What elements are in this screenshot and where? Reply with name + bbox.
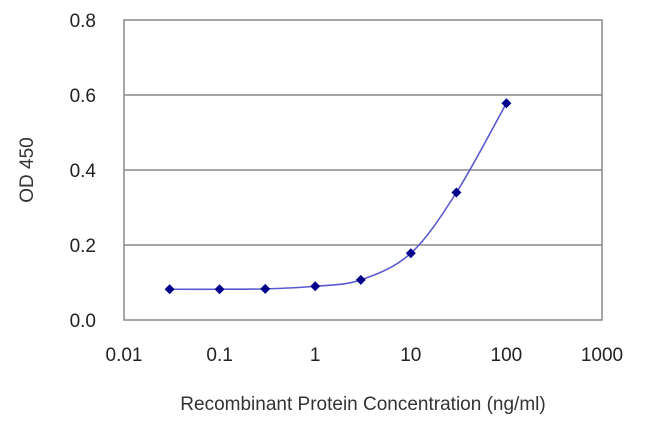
y-tick-label: 0.8 [70, 11, 96, 32]
y-axis-ticks: 0.0 0.2 0.4 0.6 0.8 [70, 11, 97, 332]
y-tick-label: 0.2 [70, 236, 96, 257]
y-tick-label: 0.4 [70, 161, 97, 182]
data-point-marker [451, 187, 462, 198]
data-point-marker [501, 98, 512, 109]
y-axis-title: OD 450 [17, 137, 38, 202]
data-point-marker [310, 281, 321, 292]
x-tick-label: 1 [310, 345, 321, 366]
x-axis-ticks: 0.01 0.1 1 10 100 1000 [106, 345, 624, 366]
data-point-marker [355, 274, 366, 285]
data-point-marker [214, 284, 225, 295]
x-tick-label: 100 [491, 345, 523, 366]
grid-lines [124, 94, 602, 246]
x-tick-label: 1000 [581, 345, 623, 366]
series-group [164, 98, 512, 295]
y-tick-label: 0.6 [70, 86, 96, 107]
y-tick-label: 0.0 [70, 311, 96, 332]
data-point-marker [405, 248, 416, 259]
x-tick-label: 0.1 [206, 345, 232, 366]
x-tick-label: 10 [400, 345, 421, 366]
x-tick-label: 0.01 [106, 345, 143, 366]
data-point-marker [164, 284, 175, 295]
plot-frame [123, 19, 603, 321]
x-axis-title: Recombinant Protein Concentration (ng/ml… [180, 394, 545, 415]
data-point-marker [260, 283, 271, 294]
